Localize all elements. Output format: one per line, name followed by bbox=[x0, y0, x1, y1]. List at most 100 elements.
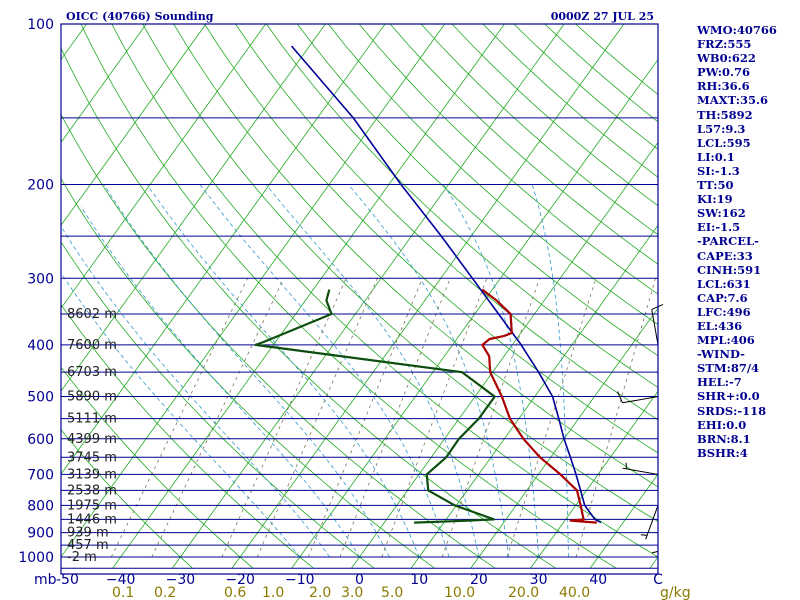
sounding-index-item: -WIND- bbox=[697, 347, 745, 362]
dry-adiabat-line bbox=[389, 24, 658, 265]
moist-adiabat-line bbox=[61, 272, 301, 558]
dry-adiabat-line bbox=[266, 24, 658, 388]
height-label: 4399 m bbox=[67, 432, 117, 447]
mixing-ratio-label: 5.0 bbox=[381, 585, 403, 600]
plot-frame bbox=[60, 23, 659, 575]
isotherm-line bbox=[61, 24, 266, 309]
height-label: 8602 m bbox=[67, 307, 117, 322]
mixing-ratio-label: 40.0 bbox=[559, 585, 590, 600]
temperature-tick-label: 30 bbox=[530, 572, 548, 588]
sounding-index-item: STM:87/4 bbox=[697, 361, 760, 376]
pressure-tick-label: 300 bbox=[27, 271, 54, 287]
mixing-ratio-line bbox=[339, 278, 451, 558]
plot-background bbox=[61, 24, 658, 574]
dewpoint-profile-line bbox=[254, 289, 496, 524]
sounding-index-item: PW:0.76 bbox=[697, 65, 751, 80]
wind-barbs bbox=[617, 303, 664, 556]
sounding-index-item: BSHR:4 bbox=[697, 445, 748, 460]
mixing-ratio-label: 0.6 bbox=[224, 585, 246, 600]
moist-adiabat-line bbox=[265, 184, 480, 558]
isotherm-line bbox=[410, 224, 658, 569]
height-label: 6703 m bbox=[67, 365, 117, 380]
pressure-unit-label: mb bbox=[34, 572, 57, 588]
height-label: 1975 m bbox=[67, 498, 117, 513]
sounding-index-item: CAP:7.6 bbox=[697, 290, 748, 305]
dry-adiabat-line bbox=[61, 241, 375, 569]
isotherm-line bbox=[530, 390, 658, 569]
sounding-index-item: SW:162 bbox=[697, 206, 746, 221]
height-label: 7600 m bbox=[67, 338, 117, 353]
parcel-profile-line bbox=[290, 45, 602, 524]
sounding-index-item: WB0:622 bbox=[697, 51, 756, 66]
wind-barb bbox=[617, 391, 659, 404]
isotherm-line bbox=[589, 473, 658, 569]
temperature-tick-label: C bbox=[653, 572, 663, 588]
temperature-tick-label: 0 bbox=[355, 572, 364, 588]
pressure-tick-label: 600 bbox=[27, 432, 54, 448]
isotherm-line bbox=[0, 24, 27, 568]
isotherm-line bbox=[351, 141, 658, 569]
height-label: 3139 m bbox=[67, 467, 117, 482]
sounding-index-item: LFC:496 bbox=[697, 304, 751, 319]
pressure-tick-label: 1000 bbox=[18, 550, 54, 566]
pressure-tick-label: 200 bbox=[27, 177, 54, 193]
mixing-ratio-label: 0.2 bbox=[154, 585, 176, 600]
temperature-tick-label: −10 bbox=[285, 572, 315, 588]
pressure-tick-label: 700 bbox=[27, 467, 54, 483]
mixing-ratio-line bbox=[381, 278, 488, 558]
sounding-index-item: TT:50 bbox=[697, 178, 734, 193]
dry-adiabat-line bbox=[61, 113, 496, 569]
sounding-index-item: LCL:595 bbox=[697, 135, 751, 150]
dry-adiabat-line bbox=[61, 429, 193, 569]
isotherm-line bbox=[61, 24, 386, 475]
height-label: 5111 m bbox=[67, 412, 117, 427]
mixing-ratio-label: 1.0 bbox=[262, 585, 284, 600]
dry-adiabat-line bbox=[296, 24, 658, 357]
isobars bbox=[61, 117, 658, 569]
mixing-ratio-line bbox=[221, 278, 347, 558]
sounding-index-item: MPL:406 bbox=[697, 333, 755, 348]
temperature-tick-label: −30 bbox=[166, 572, 196, 588]
sounding-index-item: EL:436 bbox=[697, 318, 743, 333]
isotherm-line bbox=[61, 24, 326, 392]
dry-adiabat-line bbox=[173, 24, 658, 488]
dry-adiabat-line bbox=[61, 177, 436, 569]
mixing-ratio-line bbox=[307, 278, 423, 558]
sounding-index-item: KI:19 bbox=[697, 192, 733, 207]
temperature-tick-label: −20 bbox=[225, 572, 255, 588]
mixing-ratio-label: 3.0 bbox=[341, 585, 363, 600]
chart-timestamp: 0000Z 27 JUL 25 bbox=[551, 10, 654, 23]
dry-adiabat-line bbox=[61, 47, 557, 569]
dry-adiabat-line bbox=[61, 366, 254, 569]
sounding-index-item: EI:-1.5 bbox=[697, 220, 741, 235]
sounding-index-item: FRZ:555 bbox=[697, 37, 752, 52]
sounding-index-item: RH:36.6 bbox=[697, 79, 750, 94]
mixing-ratio-label: g/kg bbox=[660, 585, 691, 600]
isotherm-line bbox=[112, 24, 505, 569]
mixing-ratio-label: 20.0 bbox=[508, 585, 539, 600]
chart-title: OICC (40766) Sounding bbox=[66, 10, 214, 23]
dry-adiabat-line bbox=[327, 24, 658, 326]
sounding-index-item: CAPE:33 bbox=[697, 248, 753, 263]
sounding-indices-panel: WMO:40766 FRZ:555 WB0:622 PW:0.76 RH:36.6 MAX… bbox=[697, 23, 800, 460]
pressure-tick-label: 900 bbox=[27, 526, 54, 542]
height-label: 2538 m bbox=[67, 483, 117, 498]
dry-adiabat-line bbox=[204, 24, 658, 454]
temperature-tick-label: 10 bbox=[410, 572, 428, 588]
wind-barb bbox=[622, 462, 659, 475]
mixing-ratio-line bbox=[441, 278, 541, 558]
sounding-index-item: LI:0.1 bbox=[697, 149, 735, 164]
height-label: 1446 m bbox=[67, 512, 117, 527]
pressure-tick-label: 800 bbox=[27, 498, 54, 514]
pressure-tick-label: 100 bbox=[27, 17, 54, 33]
mixing-ratio-line bbox=[151, 278, 285, 558]
isotherm-line bbox=[61, 24, 147, 144]
sounding-index-item: CINH:591 bbox=[697, 262, 762, 277]
moist-adiabat-line bbox=[531, 184, 569, 558]
wind-barb bbox=[651, 303, 664, 345]
dry-adiabat-line bbox=[80, 24, 617, 569]
sounding-index-item: EHI:0.0 bbox=[697, 417, 747, 432]
sounding-index-item: L57:9.3 bbox=[697, 121, 746, 136]
